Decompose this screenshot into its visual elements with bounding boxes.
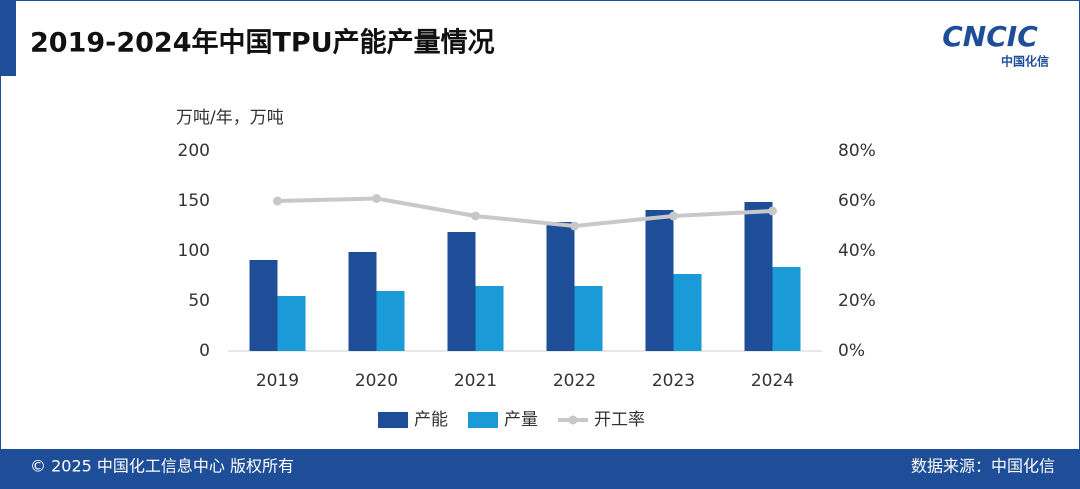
line [277, 196, 773, 229]
bar [447, 232, 476, 351]
bar [475, 286, 504, 351]
chart-title: 2019-2024年中国TPU产能产量情况 [30, 27, 495, 59]
y-axis-label: 万吨/年，万吨 [176, 108, 284, 128]
bar [277, 296, 306, 351]
y-tick-label: 100 [178, 241, 210, 261]
bar [645, 210, 674, 351]
bar [744, 202, 773, 351]
x-tick-label: 2021 [454, 371, 497, 391]
copyright: © 2025 中国化工信息中心 版权所有 [30, 457, 294, 476]
line-point [372, 194, 381, 203]
bar [574, 286, 603, 351]
y2-tick-label: 20% [838, 291, 876, 311]
source: 数据来源：中国化信 [911, 457, 1055, 476]
y-tick-label: 200 [178, 141, 210, 161]
y2-tick-label: 80% [838, 141, 876, 161]
logo: CNCIC [942, 20, 1038, 53]
x-tick-label: 2019 [256, 371, 299, 391]
bar [348, 252, 377, 351]
x-tick-label: 2023 [652, 371, 695, 391]
line-point [273, 196, 282, 206]
line-point [768, 206, 777, 216]
x-tick-label: 2022 [553, 371, 596, 391]
legend-label: 开工率 [594, 410, 645, 430]
y2-tick-label: 40% [838, 241, 876, 261]
bar [546, 222, 575, 351]
y2-tick-label: 60% [838, 191, 876, 211]
footer-band [0, 449, 1080, 489]
line-point [570, 221, 579, 231]
bar [673, 274, 702, 351]
y-tick-label: 50 [188, 291, 210, 311]
x-tick-label: 2024 [751, 371, 794, 391]
legend-label: 产能 [414, 410, 448, 430]
line-point [669, 211, 678, 221]
legend-swatch [568, 415, 578, 425]
bar [772, 267, 801, 351]
logo-sub: 中国化信 [1001, 54, 1049, 69]
y-tick-label: 0 [199, 341, 210, 361]
title-bar [0, 0, 16, 76]
y2-tick-label: 0% [838, 341, 865, 361]
legend-swatch [378, 412, 408, 428]
bar [249, 260, 278, 351]
x-tick-label: 2020 [355, 371, 398, 391]
bar [376, 291, 405, 351]
y-tick-label: 150 [178, 191, 210, 211]
line-point [471, 211, 480, 221]
legend-label: 产量 [504, 410, 538, 430]
legend-swatch [468, 412, 498, 428]
